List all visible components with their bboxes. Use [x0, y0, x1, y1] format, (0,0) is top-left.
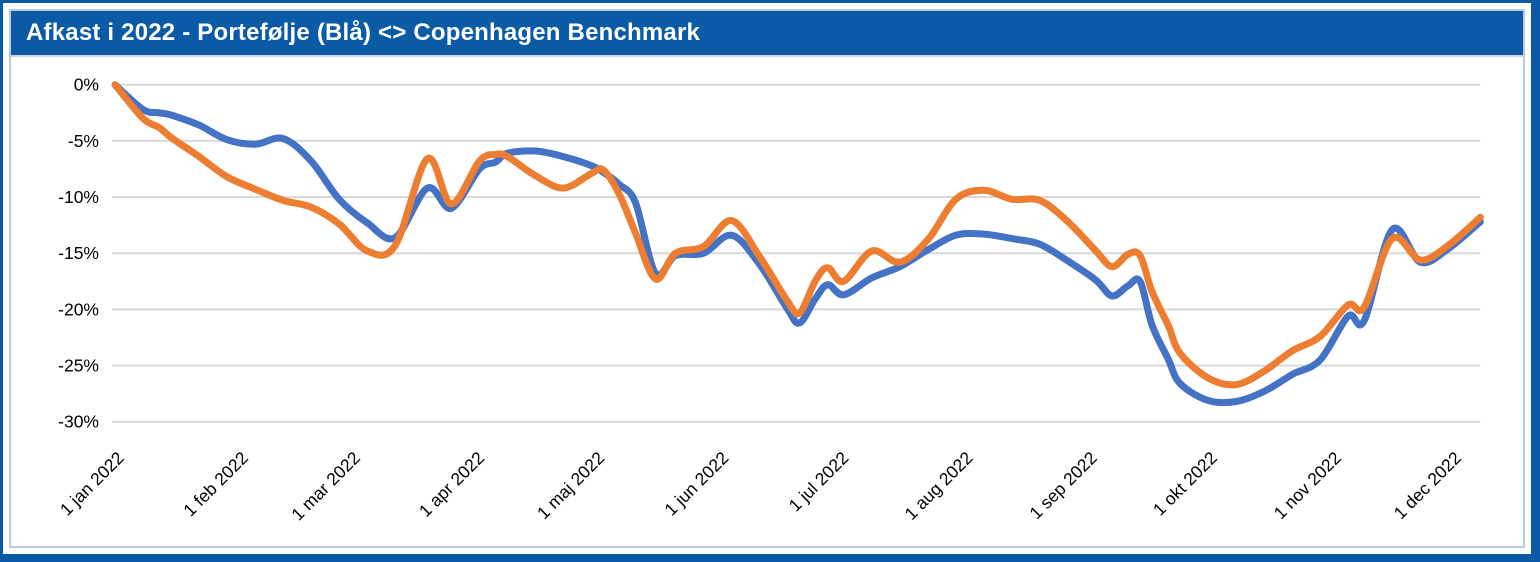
x-axis-tick-label: 1 apr 2022 [415, 448, 488, 521]
y-axis-tick-label: -30% [58, 412, 99, 432]
line-chart: 0% -5% -10% -15% -20% -25% -30% 1 jan 2022 1 feb… [56, 75, 1484, 525]
series-line-portefolje [111, 81, 1484, 407]
x-axis-tick-label: 1 aug 2022 [901, 448, 977, 524]
y-axis-tick-label: -20% [58, 299, 99, 319]
y-axis-tick-label: -10% [58, 187, 99, 207]
y-axis-tick-label: -15% [58, 243, 99, 263]
y-axis-tick-label: -5% [68, 131, 99, 151]
x-axis-tick-label: 1 nov 2022 [1270, 448, 1345, 523]
x-axis-tick-label: 1 sep 2022 [1025, 448, 1100, 523]
x-axis-tick-label: 1 dec 2022 [1390, 448, 1465, 523]
chart-title: Afkast i 2022 - Portefølje (Blå) <> Cope… [26, 19, 701, 46]
x-axis-tick-label: 1 feb 2022 [179, 448, 252, 521]
series-line-benchmark [111, 81, 1484, 389]
x-axis-tick-label: 1 okt 2022 [1149, 448, 1221, 520]
chart-panel: Afkast i 2022 - Portefølje (Blå) <> Cope… [9, 9, 1525, 548]
x-axis-tick-label: 1 jan 2022 [56, 448, 128, 520]
x-axis-tick-label: 1 mar 2022 [287, 448, 364, 525]
chart-title-bar: Afkast i 2022 - Portefølje (Blå) <> Cope… [11, 11, 1523, 57]
x-axis-tick-label: 1 jul 2022 [785, 448, 853, 516]
x-axis-tick-label: 1 maj 2022 [533, 448, 608, 523]
y-axis-tick-label: -25% [58, 356, 99, 376]
chart-area: 0% -5% -10% -15% -20% -25% -30% 1 jan 2022 1 feb… [11, 57, 1523, 546]
x-axis-tick-label: 1 jun 2022 [660, 448, 732, 520]
y-axis-tick-label: 0% [74, 75, 99, 95]
